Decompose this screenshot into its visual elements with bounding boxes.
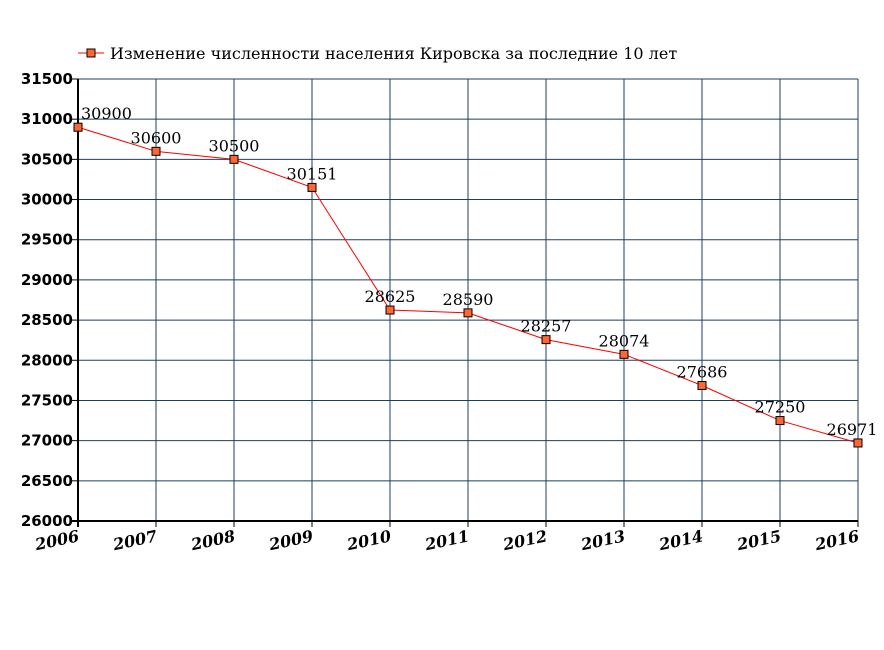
data-label: 28074 bbox=[599, 331, 650, 350]
data-label: 30600 bbox=[131, 128, 182, 147]
x-tick-label: 2011 bbox=[422, 526, 470, 554]
data-point bbox=[73, 122, 83, 132]
y-tick-label: 26500 bbox=[21, 472, 73, 490]
x-tick-label: 2012 bbox=[500, 526, 548, 554]
data-point bbox=[463, 308, 473, 318]
data-point bbox=[853, 438, 863, 448]
legend-marker-swatch bbox=[86, 48, 96, 58]
x-tick-label: 2007 bbox=[110, 526, 158, 554]
x-tick-label: 2016 bbox=[812, 526, 860, 554]
data-point bbox=[697, 381, 707, 391]
y-axis-ticks: 26000 26500 27000 27500 28000 28500 29000 29500… bbox=[21, 70, 78, 530]
y-tick-label: 28500 bbox=[21, 311, 73, 329]
y-tick-label: 26000 bbox=[21, 512, 73, 530]
y-tick-label: 31000 bbox=[21, 110, 73, 128]
x-tick-label: 2013 bbox=[578, 526, 626, 554]
x-tick-label: 2008 bbox=[188, 526, 236, 554]
legend-entry: Изменение численности населения Кировска… bbox=[110, 44, 677, 63]
data-labels: 30900 30600 30500 30151 28625 28590 28257 28074… bbox=[81, 104, 877, 439]
data-label: 30500 bbox=[209, 136, 260, 155]
y-tick-label: 29500 bbox=[21, 231, 73, 249]
y-tick-label: 30000 bbox=[21, 191, 73, 209]
y-tick-label: 31500 bbox=[21, 70, 73, 88]
series-layer bbox=[73, 122, 863, 448]
data-point bbox=[307, 182, 317, 192]
x-tick-label: 2009 bbox=[266, 526, 314, 554]
data-point bbox=[151, 146, 161, 156]
y-tick-label: 30500 bbox=[21, 150, 73, 168]
data-label: 30151 bbox=[287, 164, 338, 183]
data-label: 27250 bbox=[755, 398, 806, 417]
x-tick-label: 2014 bbox=[656, 526, 704, 554]
y-tick-label: 27000 bbox=[21, 432, 73, 450]
y-tick-label: 28000 bbox=[21, 351, 73, 369]
y-tick-label: 27500 bbox=[21, 391, 73, 409]
data-label: 28590 bbox=[443, 290, 494, 309]
y-tick-label: 29000 bbox=[21, 271, 73, 289]
x-tick-label: 2006 bbox=[32, 526, 80, 554]
data-label: 27686 bbox=[677, 363, 728, 382]
x-tick-label: 2015 bbox=[734, 526, 782, 554]
x-tick-label: 2010 bbox=[344, 526, 392, 554]
data-point bbox=[541, 335, 551, 345]
data-point bbox=[775, 416, 785, 426]
data-label: 26971 bbox=[827, 420, 878, 439]
data-label: 28625 bbox=[365, 287, 416, 306]
legend: Изменение численности населения Кировска… bbox=[78, 44, 677, 63]
data-point bbox=[229, 154, 239, 164]
data-point bbox=[385, 305, 395, 315]
data-label: 30900 bbox=[81, 104, 132, 123]
data-point bbox=[619, 349, 629, 359]
data-label: 28257 bbox=[521, 317, 572, 336]
x-axis-ticks: 2006 2007 2008 2009 2010 2011 2012 2013 2014 2015… bbox=[32, 521, 861, 554]
chart-axes bbox=[72, 79, 858, 527]
